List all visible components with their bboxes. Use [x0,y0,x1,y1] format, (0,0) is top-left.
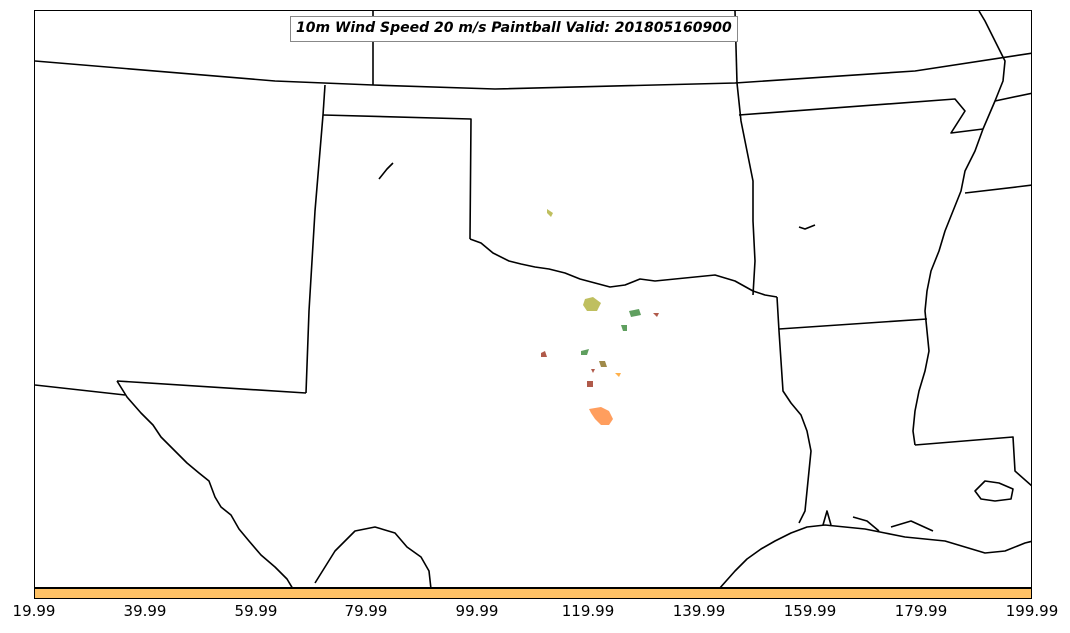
colorbar [34,588,1032,599]
colorbar-tick: 199.99 [1005,602,1059,620]
colorbar-tick: 139.99 [672,602,726,620]
paintball-green-1 [629,309,641,317]
map-canvas [35,11,1031,587]
ar-la-border [778,318,928,330]
rio-grande [116,380,293,587]
sabine-river [776,296,812,524]
tx-nm-south [116,380,307,394]
gulf-coast [719,524,1031,587]
colorbar-tick: 19.99 [12,602,56,620]
la-ms-border [914,436,1031,487]
paintball-tan-1 [599,361,607,367]
mississippi-lower [912,128,984,446]
lake-arkansas [798,224,816,230]
ok-panhandle [322,114,472,240]
colorbar-tick: 59.99 [234,602,278,620]
colorbar-tick: 79.99 [344,602,388,620]
mexico-border-south [314,526,432,587]
red-river-border [469,238,778,298]
mo-ar-border [738,98,984,134]
colorbar-tick: 159.99 [783,602,837,620]
paintball-green-3 [581,349,589,355]
tn-ms-border [964,184,1031,194]
nm-ok-border [322,84,326,116]
paintball-red-3 [591,369,595,373]
paintball-olive-1 [547,209,553,217]
colorbar-tick: 119.99 [561,602,615,620]
kansas-north-border [35,52,1031,90]
ky-tn-border [994,92,1031,102]
paintball-light-orange-1 [615,373,621,377]
coast-inlet-1 [822,510,832,526]
colorbar-tick: 99.99 [455,602,499,620]
paintball-blobs [541,209,659,425]
paintball-red-4 [587,381,593,387]
map-title: 10m Wind Speed 20 m/s Paintball Valid: 2… [290,16,738,42]
lake-west [378,162,394,180]
coast-inlet-2 [852,516,880,532]
state-boundaries [35,11,1031,587]
map-panel [34,10,1032,588]
lake-pontchartrain [974,480,1014,502]
ok-ar-border [736,82,756,296]
paintball-olive-2 [583,297,601,311]
coast-inlet-3 [890,520,934,532]
nm-mexico-border [35,384,126,396]
colorbar-tick: 39.99 [123,602,167,620]
paintball-red-1 [653,313,659,317]
paintball-orange-1 [589,407,613,425]
tx-nm-border [305,114,324,394]
paintball-red-2 [541,351,547,357]
mississippi-upper [978,11,1006,130]
colorbar-tick: 179.99 [894,602,948,620]
paintball-green-2 [621,325,627,331]
